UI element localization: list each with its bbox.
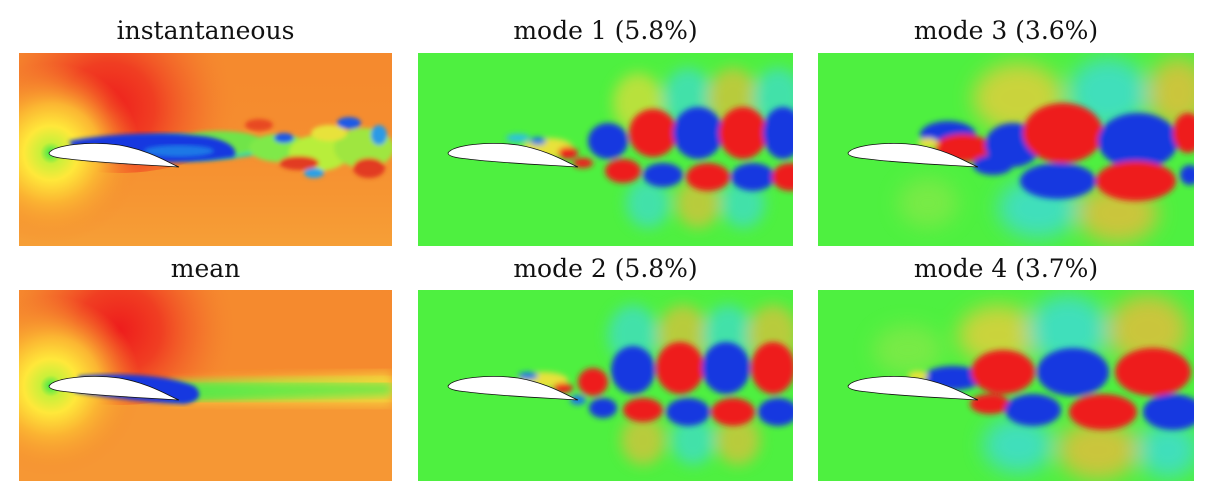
title-mean: mean [170, 254, 241, 283]
title-mode-1: mode 1 (5.8%) [513, 16, 698, 45]
panel-mean [19, 290, 392, 481]
title-instantaneous: instantaneous [116, 16, 295, 45]
panel-mode-2 [418, 290, 793, 481]
title-mode-3: mode 3 (3.6%) [913, 16, 1099, 45]
panel-mode-3 [818, 53, 1194, 246]
panel-instantaneous [19, 53, 392, 246]
title-mode-2: mode 2 (5.8%) [513, 254, 698, 283]
panel-mode-4 [818, 290, 1194, 481]
title-mode-4: mode 4 (3.7%) [913, 254, 1099, 283]
panel-mode-1 [418, 53, 793, 246]
